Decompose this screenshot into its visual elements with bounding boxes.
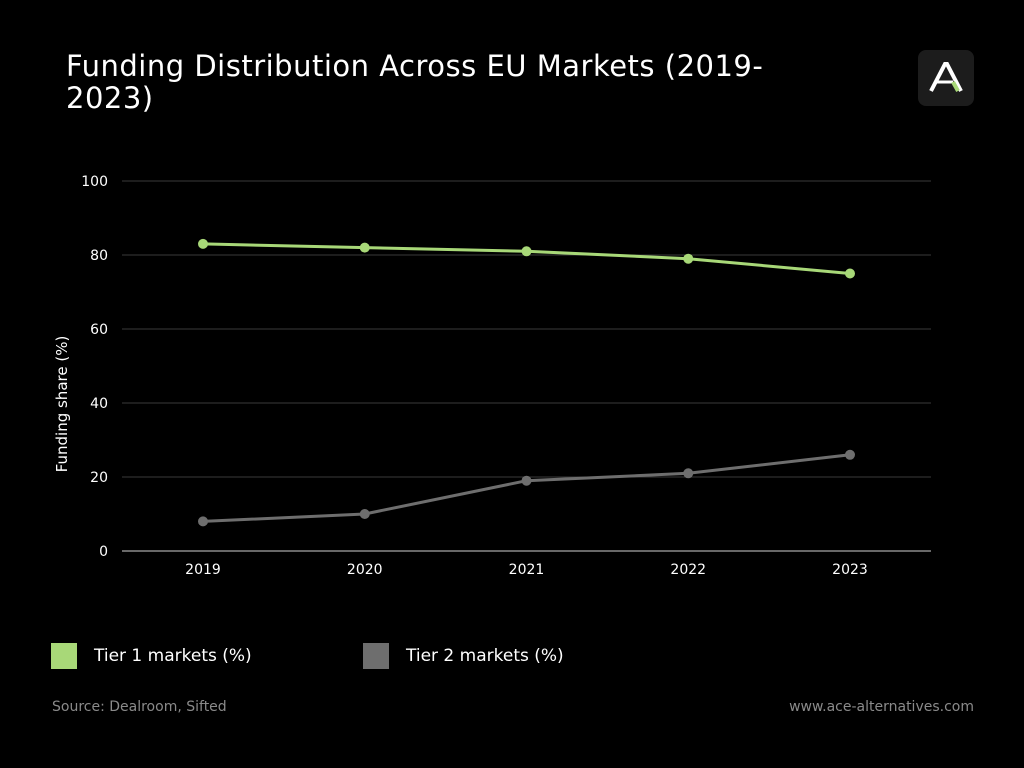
chart-axes: 0 20 40 60 80 100 2019 2020 2021 2022 2023	[81, 174, 868, 578]
data-point-tier2-2022	[683, 468, 694, 479]
chart-legend: Tier 1 markets (%) Tier 2 markets (%)	[0, 643, 1024, 673]
y-tick-label: 0	[99, 544, 108, 560]
ace-logo-icon	[918, 50, 974, 106]
legend-item-tier1: Tier 1 markets (%)	[51, 643, 252, 669]
y-tick-label: 40	[90, 396, 108, 412]
data-point-tier1-2019	[198, 238, 208, 249]
ace-logo-glyph	[929, 62, 963, 92]
series-line-tier2	[202, 453, 851, 523]
legend-label-tier1: Tier 1 markets (%)	[94, 646, 252, 666]
data-point-tier2-2021	[521, 475, 532, 486]
data-point-tier1-2021	[521, 246, 532, 257]
chart-title: Funding Distribution Across EU Markets (…	[66, 49, 764, 115]
x-tick-label: 2019	[185, 562, 221, 578]
x-tick-label: 2021	[509, 562, 545, 578]
line-chart: 0 20 40 60 80 100 2019 2020 2021 2022 2023 Funding…	[53, 174, 931, 578]
y-tick-label: 80	[90, 248, 108, 264]
website-link[interactable]: www.ace-alternatives.com	[789, 699, 974, 715]
legend-swatch-tier1	[51, 643, 77, 669]
data-point-tier1-2023	[845, 268, 855, 279]
data-point-tier2-2020	[359, 509, 370, 519]
data-point-tier2-2023	[845, 449, 855, 460]
y-tick-label: 20	[90, 470, 108, 486]
x-tick-label: 2020	[347, 562, 383, 578]
chart-grid	[122, 180, 931, 552]
legend-item-tier2: Tier 2 markets (%)	[363, 643, 564, 669]
x-tick-label: 2022	[670, 562, 706, 578]
legend-label-tier2: Tier 2 markets (%)	[406, 646, 564, 666]
chart-series	[198, 238, 855, 527]
y-tick-label: 60	[90, 322, 108, 338]
x-tick-label: 2023	[832, 562, 868, 578]
y-tick-label: 100	[81, 174, 108, 190]
y-axis-label: Funding share (%)	[53, 336, 71, 473]
legend-swatch-tier2	[363, 643, 389, 669]
data-point-tier2-2019	[198, 516, 208, 527]
source-note: Source: Dealroom, Sifted	[52, 699, 227, 715]
data-point-tier1-2020	[359, 242, 370, 253]
data-point-tier1-2022	[683, 253, 694, 264]
